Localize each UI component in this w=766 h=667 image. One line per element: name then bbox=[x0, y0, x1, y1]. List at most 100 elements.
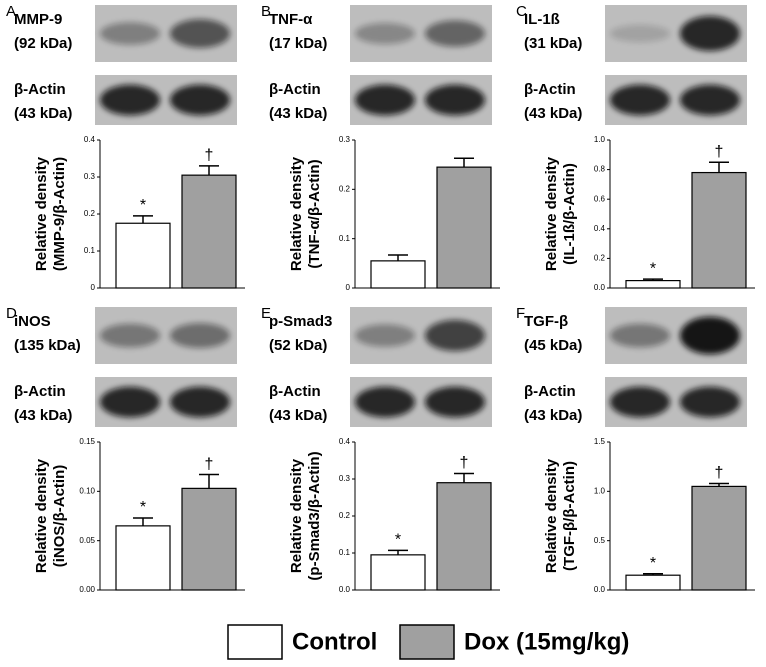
legend-label: Dox (15mg/kg) bbox=[464, 628, 629, 655]
blot-band bbox=[610, 386, 670, 418]
y-tick-label: 0.1 bbox=[339, 548, 351, 557]
actin-label: β-Actin bbox=[14, 81, 66, 98]
y-tick-label: 0.2 bbox=[339, 511, 351, 520]
blot-label: TNF-α bbox=[269, 11, 313, 28]
y-tick-label: 0.6 bbox=[594, 194, 606, 203]
y-tick-label: 0.4 bbox=[339, 437, 351, 446]
blot-band bbox=[425, 84, 485, 116]
blot-band bbox=[610, 323, 670, 348]
actin-label: β-Actin bbox=[524, 81, 576, 98]
annotation: † bbox=[205, 147, 214, 164]
y-tick-label: 0.5 bbox=[594, 536, 606, 545]
blot-band bbox=[355, 84, 415, 116]
y-axis-label: (TNF-α/β-Actin) bbox=[306, 159, 323, 268]
actin-kda: (43 kDa) bbox=[14, 105, 72, 122]
y-axis-label: (p-Smad3/β-Actin) bbox=[306, 451, 323, 580]
y-tick-label: 0.0 bbox=[594, 283, 606, 292]
blot-band bbox=[100, 84, 160, 116]
y-tick-label: 0.2 bbox=[84, 209, 96, 218]
blot-band bbox=[610, 24, 670, 43]
annotation: * bbox=[140, 197, 146, 214]
bar bbox=[181, 487, 237, 591]
y-tick-label: 0.3 bbox=[84, 172, 96, 181]
annotation: * bbox=[650, 260, 656, 277]
blot-band bbox=[170, 19, 230, 48]
bar bbox=[436, 166, 492, 289]
actin-kda: (43 kDa) bbox=[269, 105, 327, 122]
panel-letter: C bbox=[516, 3, 527, 20]
y-tick-label: 0.0 bbox=[594, 585, 606, 594]
blot-band bbox=[170, 323, 230, 348]
y-tick-label: 0.2 bbox=[594, 254, 606, 263]
y-tick-label: 0.2 bbox=[339, 184, 351, 193]
actin-kda: (43 kDa) bbox=[524, 105, 582, 122]
blot-kda: (45 kDa) bbox=[524, 337, 582, 354]
blot-kda: (135 kDa) bbox=[14, 337, 81, 354]
panel: CIL-1ß (31 kDa) β-Actin (43 kDa) 0.0 0.2 0.4 0.… bbox=[516, 3, 755, 292]
y-tick-label: 0.15 bbox=[79, 437, 95, 446]
blot-band bbox=[100, 386, 160, 418]
y-tick-label: 0.8 bbox=[594, 165, 606, 174]
y-axis-label: (TGF-β/β-Actin) bbox=[561, 461, 578, 571]
blot-band bbox=[680, 316, 740, 355]
blot-kda: (92 kDa) bbox=[14, 35, 72, 52]
legend-label: Control bbox=[292, 628, 377, 655]
blot-band bbox=[680, 386, 740, 418]
blot-band bbox=[170, 84, 230, 116]
blot-kda: (31 kDa) bbox=[524, 35, 582, 52]
y-tick-label: 0.0 bbox=[339, 585, 351, 594]
annotation: † bbox=[205, 456, 214, 473]
bar bbox=[625, 280, 681, 289]
blot-band bbox=[355, 324, 415, 347]
actin-label: β-Actin bbox=[269, 81, 321, 98]
y-axis-label: (MMP-9/β-Actin) bbox=[51, 157, 68, 271]
annotation: † bbox=[460, 455, 469, 472]
y-tick-label: 0.10 bbox=[79, 486, 95, 495]
y-axis-label: Relative density bbox=[33, 458, 50, 573]
actin-label: β-Actin bbox=[269, 383, 321, 400]
y-axis-label: (IL-1ß/β-Actin) bbox=[561, 163, 578, 265]
blot-label: TGF-β bbox=[524, 313, 568, 330]
legend-swatch bbox=[399, 624, 455, 660]
y-tick-label: 0.1 bbox=[84, 246, 96, 255]
blot-band bbox=[680, 16, 740, 51]
y-tick-label: 0.3 bbox=[339, 135, 351, 144]
y-axis-label: (iNOS/β-Actin) bbox=[51, 465, 68, 567]
y-tick-label: 0 bbox=[346, 283, 351, 292]
y-tick-label: 0.3 bbox=[339, 474, 351, 483]
blot-band bbox=[680, 84, 740, 116]
bar bbox=[691, 171, 747, 289]
annotation: * bbox=[140, 499, 146, 516]
blot-band bbox=[610, 84, 670, 116]
panel-letter: E bbox=[261, 305, 271, 322]
panel-letter: B bbox=[261, 3, 271, 20]
actin-kda: (43 kDa) bbox=[14, 407, 72, 424]
y-tick-label: 0.1 bbox=[339, 234, 351, 243]
panel: Ep-Smad3 (52 kDa) β-Actin (43 kDa) 0.0 0.1 0.2… bbox=[261, 305, 500, 594]
actin-kda: (43 kDa) bbox=[269, 407, 327, 424]
y-tick-label: 0.4 bbox=[594, 224, 606, 233]
bar bbox=[115, 222, 171, 289]
legend-swatch bbox=[227, 624, 283, 660]
bar bbox=[181, 174, 237, 289]
y-axis-label: Relative density bbox=[288, 458, 305, 573]
blot-label: iNOS bbox=[14, 313, 51, 330]
y-tick-label: 1.0 bbox=[594, 135, 606, 144]
y-tick-label: 0.05 bbox=[79, 536, 95, 545]
bar bbox=[115, 525, 171, 591]
blot-label: p-Smad3 bbox=[269, 313, 332, 330]
y-tick-label: 1.5 bbox=[594, 437, 606, 446]
blot-band bbox=[100, 323, 160, 348]
blot-band bbox=[355, 22, 415, 45]
blot-kda: (52 kDa) bbox=[269, 337, 327, 354]
annotation: * bbox=[650, 555, 656, 572]
y-axis-label: Relative density bbox=[543, 156, 560, 271]
annotation: † bbox=[715, 465, 724, 482]
actin-label: β-Actin bbox=[524, 383, 576, 400]
annotation: † bbox=[715, 143, 724, 160]
blot-band bbox=[425, 319, 485, 352]
